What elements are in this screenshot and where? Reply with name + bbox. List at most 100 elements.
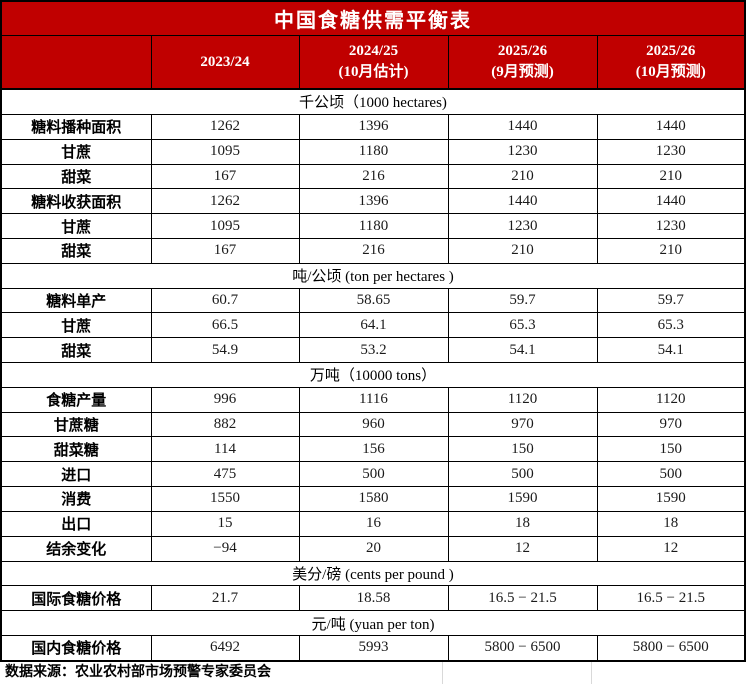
row-label: 出口 — [0, 510, 152, 537]
column-header-label: 2025/26 — [646, 43, 696, 59]
table-row: 进口 475 500 500 500 — [0, 461, 746, 488]
table-row: 甜菜 167 216 210 210 — [0, 237, 746, 264]
table-row: 食糖产量 996 1116 1120 1120 — [0, 386, 746, 413]
cell-value: 1116 — [298, 386, 449, 413]
cell-value: 65.3 — [596, 312, 746, 339]
table-row: 甘蔗 66.5 64.1 65.3 65.3 — [0, 312, 746, 339]
cell-value: 150 — [596, 436, 746, 463]
cell-value: 20 — [298, 535, 449, 562]
cell-value: 18 — [596, 510, 746, 537]
cell-value: 66.5 — [150, 312, 300, 339]
column-header-row: 2023/24 2024/25 (10月估计) 2025/26 (9月预测) 2… — [0, 35, 746, 90]
cell-value: 150 — [447, 436, 598, 463]
cell-value: 53.2 — [298, 337, 449, 363]
gridline — [591, 662, 592, 684]
cell-value: 1120 — [596, 386, 746, 413]
title-row: 中国食糖供需平衡表 — [0, 0, 746, 36]
row-label: 甜菜糖 — [0, 436, 152, 463]
gridline — [442, 662, 443, 684]
table-row: 糖料播种面积 1262 1396 1440 1440 — [0, 113, 746, 140]
table-row: 甜菜 167 216 210 210 — [0, 163, 746, 190]
cell-value: 18.58 — [298, 585, 449, 612]
cell-value: 996 — [150, 386, 300, 413]
column-header-label: 2025/26 — [497, 43, 548, 59]
cell-value: 210 — [447, 163, 598, 190]
cell-value: 60.7 — [150, 287, 300, 314]
row-label: 结余变化 — [0, 535, 152, 562]
table-row: 糖料单产 60.7 58.65 59.7 59.7 — [0, 287, 746, 314]
cell-value: 210 — [447, 237, 598, 264]
row-label: 糖料播种面积 — [0, 113, 152, 140]
table-row: 甜菜 54.9 53.2 54.1 54.1 — [0, 337, 746, 363]
page-title: 中国食糖供需平衡表 — [0, 0, 746, 36]
cell-value: 65.3 — [447, 312, 598, 339]
cell-value: 1590 — [596, 486, 746, 512]
table-row: 甜菜糖 114 156 150 150 — [0, 436, 746, 463]
cell-value: 882 — [150, 411, 300, 438]
cell-value: 5800 − 6500 — [596, 634, 746, 662]
cell-value: 216 — [298, 163, 449, 190]
section-unit-label: 千公顷（1000 hectares) — [0, 88, 746, 115]
cell-value: 500 — [447, 461, 598, 488]
table-row: 结余变化 −94 20 12 12 — [0, 535, 746, 562]
section-unit-label: 美分/磅 (cents per pound ) — [0, 560, 746, 587]
column-header-2025-26-sep-forecast: 2025/26 (9月预测) — [447, 35, 598, 90]
row-label: 甘蔗 — [0, 213, 152, 239]
column-header-2025-26-oct-forecast: 2025/26 (10月预测) — [596, 35, 746, 90]
cell-value: 1180 — [298, 213, 449, 239]
cell-value: 210 — [596, 163, 746, 190]
section-row: 万吨（10000 tons） — [0, 362, 746, 388]
column-header-empty — [0, 35, 152, 90]
table-row: 糖料收获面积 1262 1396 1440 1440 — [0, 188, 746, 215]
column-header-label: 2024/25 — [348, 43, 399, 59]
row-label: 甜菜 — [0, 163, 152, 190]
section-unit-label: 元/吨 (yuan per ton) — [0, 610, 746, 636]
cell-value: 16.5 − 21.5 — [447, 585, 598, 612]
cell-value: 1580 — [298, 486, 449, 512]
cell-value: 1440 — [596, 188, 746, 215]
cell-value: 54.1 — [596, 337, 746, 363]
row-label: 糖料收获面积 — [0, 188, 152, 215]
table-row: 国内食糖价格 6492 5993 5800 − 6500 5800 − 6500 — [0, 634, 746, 662]
table-row: 消费 1550 1580 1590 1590 — [0, 486, 746, 512]
cell-value: 1590 — [447, 486, 598, 512]
cell-value: 21.7 — [150, 585, 300, 612]
table-row: 甘蔗 1095 1180 1230 1230 — [0, 213, 746, 239]
cell-value: 1180 — [298, 138, 449, 165]
cell-value: 54.1 — [447, 337, 598, 363]
cell-value: 1230 — [596, 213, 746, 239]
data-source-label: 数据来源：农业农村部市场预警专家委员会 — [5, 665, 271, 680]
cell-value: 1262 — [150, 113, 300, 140]
section-unit-label: 万吨（10000 tons） — [0, 362, 746, 388]
row-label: 甘蔗 — [0, 312, 152, 339]
cell-value: 156 — [298, 436, 449, 463]
row-label: 消费 — [0, 486, 152, 512]
cell-value: 15 — [150, 510, 300, 537]
section-row: 吨/公顷 (ton per hectares ) — [0, 262, 746, 289]
row-label: 国际食糖价格 — [0, 585, 152, 612]
column-header-sublabel: (10月预测) — [635, 64, 706, 80]
row-label: 糖料单产 — [0, 287, 152, 314]
row-label: 进口 — [0, 461, 152, 488]
cell-value: 6492 — [150, 634, 300, 662]
column-header-sublabel: (10月估计) — [338, 64, 409, 80]
cell-value: 1440 — [447, 188, 598, 215]
cell-value: 16 — [298, 510, 449, 537]
cell-value: 1230 — [447, 138, 598, 165]
cell-value: 5993 — [298, 634, 449, 662]
section-row: 美分/磅 (cents per pound ) — [0, 560, 746, 587]
cell-value: 12 — [447, 535, 598, 562]
column-header-sublabel: (9月预测) — [491, 64, 554, 80]
column-header-2023-24: 2023/24 — [150, 35, 300, 90]
cell-value: 64.1 — [298, 312, 449, 339]
cell-value: 500 — [298, 461, 449, 488]
cell-value: 114 — [150, 436, 300, 463]
cell-value: 59.7 — [596, 287, 746, 314]
footer-row: 数据来源：农业农村部市场预警专家委员会 — [0, 662, 746, 684]
cell-value: 59.7 — [447, 287, 598, 314]
table-body: 千公顷（1000 hectares) 糖料播种面积 1262 1396 1440 1440… — [0, 88, 746, 662]
row-label: 甜菜 — [0, 237, 152, 264]
cell-value: 1396 — [298, 113, 449, 140]
cell-value: 1230 — [596, 138, 746, 165]
